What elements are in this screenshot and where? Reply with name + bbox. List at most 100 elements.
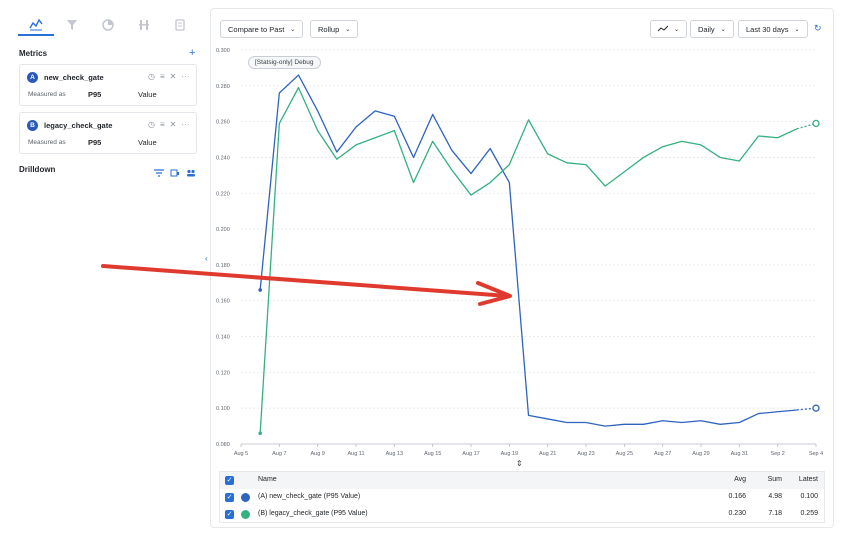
x-tick-label: Aug 29 [692, 451, 709, 457]
compare-dropdown[interactable]: Compare to Past ⌄ [220, 20, 304, 38]
row-name: (A) new_check_gate (P95 Value) [258, 493, 361, 500]
y-tick-label: 0.200 [216, 227, 230, 233]
debug-chip[interactable]: [Statsig-only] Debug [248, 56, 321, 69]
collapse-panel-icon[interactable]: ‹ [205, 254, 208, 263]
filter-icon[interactable]: ≡ [159, 72, 165, 81]
view-toolbar [18, 14, 200, 38]
series-start-point [258, 288, 262, 292]
metric-name: new_check_gate [44, 73, 104, 82]
compare-label: Compare to Past [228, 24, 285, 34]
name-header: Name [258, 476, 277, 483]
close-icon[interactable]: ✕ [169, 72, 177, 81]
measured-value[interactable]: P95 [88, 138, 102, 147]
metric-name: legacy_check_gate [44, 121, 113, 130]
drilldown-title: Drilldown [19, 165, 56, 174]
line-chart: 0.300 0.280 0.260 0.240 0.220 0.200 0.180 0.160… [216, 48, 823, 457]
chevron-down-icon: ⌄ [674, 26, 680, 33]
left-panel: Metrics + A new_check_gate ◷ ≡ ✕ ··· Mea… [0, 0, 205, 538]
y-tick-label: 0.180 [216, 263, 230, 269]
row-sum: 7.18 [768, 510, 782, 517]
y-tick-label: 0.080 [216, 442, 230, 448]
metric-actions: ◷ ≡ ✕ ··· [148, 120, 189, 129]
settings-sliders-icon[interactable] [162, 14, 198, 36]
chart-line-icon[interactable] [18, 14, 54, 36]
x-tick-label: Aug 5 [234, 451, 248, 457]
measured-label: Measured as [28, 91, 66, 98]
row-checkbox[interactable]: ✓ [225, 493, 234, 502]
x-tick-label: Aug 23 [577, 451, 594, 457]
measured-value[interactable]: P95 [88, 90, 102, 99]
value-label[interactable]: Value [138, 138, 157, 147]
rollup-label: Rollup [318, 24, 340, 34]
table-header: ✓ Name Avg Sum Latest [220, 472, 824, 489]
x-tick-label: Aug 13 [386, 451, 403, 457]
y-tick-label: 0.260 [216, 120, 230, 126]
granularity-label: Daily [698, 24, 715, 34]
row-avg: 0.166 [728, 493, 746, 500]
chart-type-dropdown[interactable]: ⌄ [650, 20, 688, 38]
date-range-dropdown[interactable]: Last 30 days ⌄ [738, 20, 808, 38]
series-start-point [258, 431, 262, 436]
x-tick-label: Aug 31 [731, 451, 748, 457]
filter-icon[interactable]: ≡ [159, 120, 165, 129]
close-icon[interactable]: ✕ [169, 120, 177, 129]
line-chart-icon [657, 25, 669, 34]
x-tick-label: Aug 19 [501, 451, 518, 457]
filter-icon[interactable] [154, 164, 164, 177]
y-tick-label: 0.240 [216, 155, 230, 161]
metric-actions: ◷ ≡ ✕ ··· [148, 72, 189, 81]
chevron-down-icon: ⌄ [720, 26, 726, 33]
series-line-b [259, 86, 798, 434]
metric-card-a[interactable]: A new_check_gate ◷ ≡ ✕ ··· Measured as P… [19, 64, 197, 106]
y-tick-label: 0.120 [216, 370, 230, 376]
chart-panel: Compare to Past ⌄ Rollup ⌄ ⌄ Daily ⌄ Last 3… [210, 8, 834, 528]
legend-table: ✓ Name Avg Sum Latest ✓ (A) new_check_ga… [219, 471, 825, 523]
y-tick-label: 0.100 [216, 406, 230, 412]
row-sum: 4.98 [768, 493, 782, 500]
measured-label: Measured as [28, 139, 66, 146]
users-icon[interactable] [186, 164, 196, 177]
sum-header: Sum [767, 476, 782, 483]
x-tick-label: Aug 25 [616, 451, 633, 457]
series-latest-point [812, 119, 820, 128]
row-checkbox[interactable]: ✓ [225, 510, 234, 519]
rollup-dropdown[interactable]: Rollup ⌄ [310, 20, 359, 38]
x-tick-label: Aug 21 [539, 451, 556, 457]
group-icon[interactable] [170, 164, 180, 177]
latest-header: Latest [798, 476, 818, 483]
x-tick-label: Aug 15 [424, 451, 441, 457]
chevron-down-icon: ⌄ [794, 26, 800, 33]
more-icon[interactable]: ··· [181, 120, 190, 129]
chevron-down-icon: ⌄ [290, 26, 296, 33]
row-latest: 0.259 [800, 510, 818, 517]
y-tick-label: 0.280 [216, 84, 230, 90]
series-latest-point [812, 404, 820, 412]
x-tick-label: Sep 4 [809, 451, 823, 457]
series-color-dot [241, 493, 250, 502]
y-tick-label: 0.140 [216, 335, 230, 341]
x-tick-label: Aug 11 [347, 451, 364, 457]
select-all-checkbox[interactable]: ✓ [225, 476, 234, 485]
columns-icon[interactable] [126, 14, 162, 36]
table-row: ✓ (B) legacy_check_gate (P95 Value) 0.23… [220, 506, 824, 523]
x-tick-label: Aug 7 [272, 451, 286, 457]
funnel-icon[interactable] [54, 14, 90, 36]
drilldown-actions [154, 164, 196, 177]
pie-icon[interactable] [90, 14, 126, 36]
x-tick-label: Aug 9 [310, 451, 324, 457]
resize-handle-icon[interactable]: ⇕ [516, 459, 523, 468]
series-line-a [259, 74, 797, 427]
value-label[interactable]: Value [138, 90, 157, 99]
refresh-icon[interactable]: ↻ [814, 23, 822, 33]
metric-card-b[interactable]: B legacy_check_gate ◷ ≡ ✕ ··· Measured a… [19, 112, 197, 154]
add-metric-button[interactable]: + [189, 47, 196, 59]
timer-icon[interactable]: ◷ [148, 120, 155, 129]
row-latest: 0.100 [800, 493, 818, 500]
granularity-dropdown[interactable]: Daily ⌄ [690, 20, 734, 38]
more-icon[interactable]: ··· [181, 72, 190, 81]
row-avg: 0.230 [728, 510, 746, 517]
timer-icon[interactable]: ◷ [148, 72, 155, 81]
row-name: (B) legacy_check_gate (P95 Value) [258, 510, 368, 517]
metric-badge: A [27, 72, 38, 83]
